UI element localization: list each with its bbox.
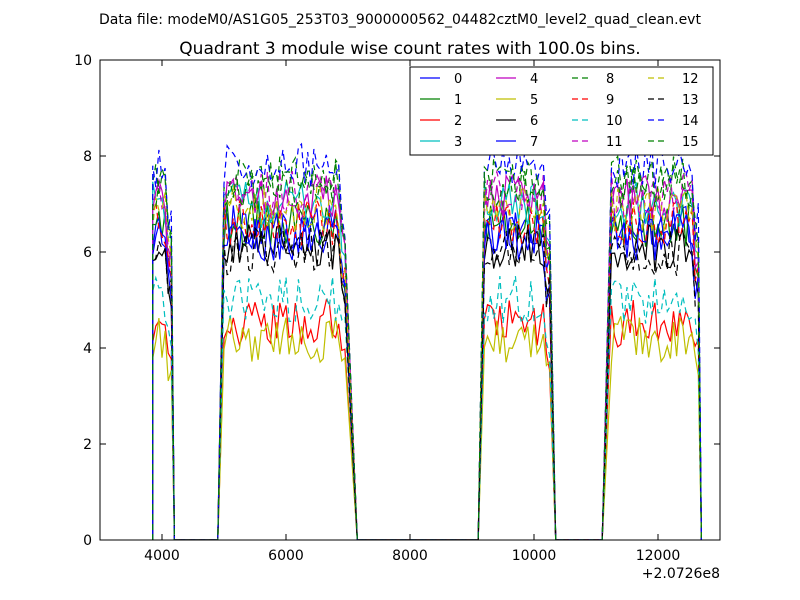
series-line-11 [152,169,702,540]
y-tick-label: 2 [83,437,92,453]
legend-label-10: 10 [606,114,623,129]
legend-label-12: 12 [682,72,699,87]
series-line-2 [152,298,702,540]
x-tick-label: 12000 [636,548,681,564]
y-tick-label: 8 [83,149,92,165]
series-line-14 [152,141,702,540]
legend-box [409,66,714,156]
legend-label-14: 14 [682,114,699,129]
series-line-9 [152,198,702,540]
x-offset-label: +2.0726e8 [642,566,720,582]
series-line-12 [152,184,702,540]
legend-label-5: 5 [530,93,538,108]
figure-title: Data file: modeM0/AS1G05_253T03_90000005… [99,12,701,28]
legend-label-9: 9 [606,93,614,108]
series-line-15 [152,160,702,540]
legend-label-13: 13 [682,93,699,108]
legend-label-4: 4 [530,72,538,87]
x-tick-label: 8000 [392,548,428,564]
x-tick-label: 10000 [512,548,557,564]
y-tick-label: 10 [74,53,92,69]
axes-title: Quadrant 3 module wise count rates with … [179,39,640,59]
series-line-8 [152,154,702,540]
legend-label-8: 8 [606,72,614,87]
legend-label-11: 11 [606,135,623,150]
legend-label-15: 15 [682,135,699,150]
legend-label-7: 7 [530,135,538,150]
series-line-6 [152,223,702,540]
y-tick-label: 0 [83,533,92,549]
legend-label-3: 3 [454,135,462,150]
legend-label-0: 0 [454,72,462,87]
y-tick-label: 6 [83,245,92,261]
series-line-5 [152,315,702,540]
legend-label-6: 6 [530,114,538,129]
series-line-10 [152,275,702,540]
legend-label-2: 2 [454,114,462,129]
x-tick-label: 4000 [144,548,180,564]
series-line-13 [152,226,702,540]
legend-label-1: 1 [454,93,462,108]
y-tick-label: 4 [83,341,92,357]
x-tick-label: 6000 [268,548,304,564]
series-layer [152,141,702,540]
